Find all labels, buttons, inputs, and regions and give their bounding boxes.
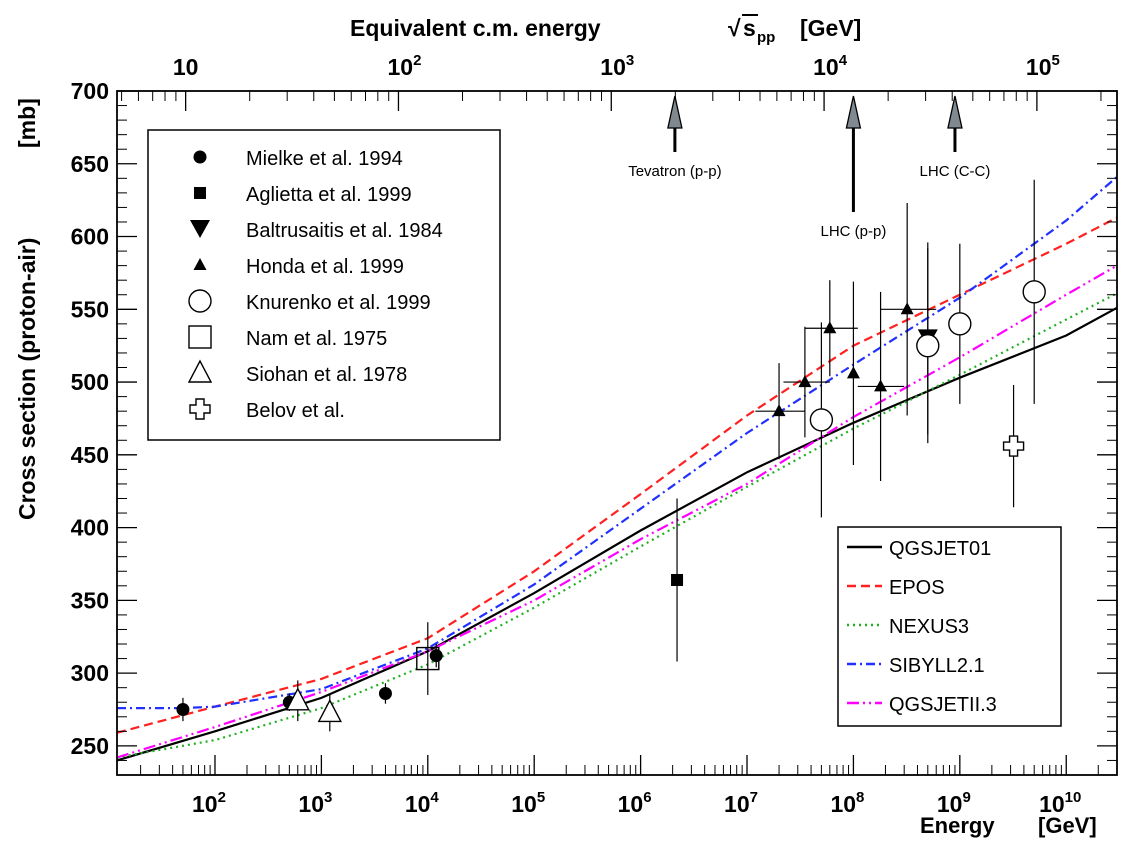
axes: 250 300 350 400 450 500 550 600 650 700 102 103 104 1… bbox=[71, 78, 1118, 817]
axis-titles: Cross section (proton-air) [mb] Energy [… bbox=[14, 14, 1097, 838]
x-tick-label: 109 bbox=[937, 789, 971, 817]
x-tick-label: 1010 bbox=[1039, 789, 1081, 817]
legend-label-aglietta-et-al-1999: Aglietta et al. 1999 bbox=[246, 184, 412, 206]
top-tick-label: 10 bbox=[173, 54, 199, 80]
top-axis-sqrt-var: s bbox=[743, 15, 756, 41]
legend-label-baltrusaitis-et-al-1984: Baltrusaitis et al. 1984 bbox=[246, 220, 443, 242]
legend-label-belov-et-al: Belov et al. bbox=[246, 400, 345, 422]
data-point-mielke-et-al-1994-2 bbox=[378, 687, 392, 701]
y-tick-label: 450 bbox=[71, 442, 109, 468]
data-points bbox=[176, 179, 1046, 732]
legend-label-knurenko-et-al-1999: Knurenko et al. 1999 bbox=[246, 292, 431, 314]
marker-label-lhc-p-p: LHC (p-p) bbox=[820, 223, 886, 240]
x-tick-label: 106 bbox=[618, 789, 652, 817]
y-tick-label: 550 bbox=[71, 296, 109, 322]
data-point-knurenko-et-al-1999-3 bbox=[1022, 280, 1046, 304]
legend-label-qgsjetii-3: QGSJETII.3 bbox=[889, 694, 997, 716]
model-curve-qgsjet01 bbox=[116, 306, 1118, 762]
data-point-siohan-et-al-1978-0 bbox=[285, 687, 310, 711]
legend-label-epos: EPOS bbox=[889, 577, 945, 599]
data-point-nam-et-al-1975-0 bbox=[416, 646, 440, 671]
marker-label-tevatron-p-p: Tevatron (p-p) bbox=[628, 163, 721, 180]
y-tick-label: 350 bbox=[71, 587, 109, 613]
data-point-honda-et-al-1999-5 bbox=[900, 302, 914, 315]
data-point-mielke-et-al-1994-0 bbox=[176, 703, 190, 717]
x-tick-label: 108 bbox=[830, 789, 864, 817]
data-point-honda-et-al-1999-3 bbox=[846, 366, 860, 379]
y-tick-label: 400 bbox=[71, 515, 109, 541]
data-point-belov-et-al-0 bbox=[1002, 435, 1025, 457]
legend-label-honda-et-al-1999: Honda et al. 1999 bbox=[246, 256, 404, 278]
x-axis-unit: [GeV] bbox=[1038, 813, 1097, 838]
energy-markers: Tevatron (p-p) LHC (p-p) LHC (C-C) bbox=[628, 95, 991, 240]
x-tick-label: 104 bbox=[405, 789, 440, 817]
legend-marker-baltrusaitis-et-al-1984 bbox=[190, 220, 210, 238]
legend-marker-knurenko-et-al-1999 bbox=[188, 289, 212, 313]
data-point-honda-et-al-1999-2 bbox=[823, 321, 837, 334]
y-tick-label: 500 bbox=[71, 369, 109, 395]
top-axis-unit: [GeV] bbox=[800, 15, 861, 41]
marker-arrow-head-tevatron-p-p bbox=[667, 95, 683, 129]
legend-label-nam-et-al-1975: Nam et al. 1975 bbox=[246, 328, 387, 350]
legend-marker-nam-et-al-1975 bbox=[188, 325, 212, 349]
top-axis: 10 102 103 104 105 bbox=[121, 52, 1102, 111]
data-point-aglietta-et-al-1999-0 bbox=[671, 573, 684, 586]
legend-marker-mielke-et-al-1994 bbox=[193, 150, 207, 164]
data-point-knurenko-et-al-1999-1 bbox=[916, 333, 940, 358]
legend-models-box bbox=[837, 526, 1062, 727]
legend-marker-belov-et-al bbox=[189, 398, 211, 420]
marker-arrow-head-lhc-p-p bbox=[845, 95, 862, 129]
legend-experiments-box bbox=[147, 129, 501, 441]
data-point-knurenko-et-al-1999-0 bbox=[809, 408, 834, 432]
y-axis-unit: [mb] bbox=[14, 98, 40, 148]
legend-label-nexus3: NEXUS3 bbox=[889, 616, 969, 638]
x-tick-label: 105 bbox=[511, 789, 545, 817]
legend-label-sibyll2-1: SIBYLL2.1 bbox=[889, 655, 985, 677]
y-tick-label: 300 bbox=[71, 660, 109, 686]
top-axis-sqrt-sign: √ bbox=[728, 15, 741, 41]
y-axis-title: Cross section (proton-air) bbox=[14, 238, 40, 520]
x-tick-label: 107 bbox=[724, 789, 758, 817]
y-tick-label: 700 bbox=[71, 78, 109, 104]
data-point-mielke-et-al-1994-3 bbox=[429, 649, 443, 663]
legend-experiments: Mielke et al. 1994 Aglietta et al. 1999 Ba… bbox=[147, 129, 501, 441]
top-axis-subscript: pp bbox=[757, 29, 775, 46]
x-tick-label: 102 bbox=[192, 789, 226, 817]
data-point-honda-et-al-1999-0 bbox=[772, 404, 786, 417]
top-tick-label: 105 bbox=[1026, 52, 1060, 80]
y-tick-label: 650 bbox=[71, 151, 109, 177]
legend-label-qgsjet01: QGSJET01 bbox=[889, 538, 991, 560]
data-point-knurenko-et-al-1999-2 bbox=[948, 312, 972, 336]
legend-marker-aglietta-et-al-1999 bbox=[194, 187, 206, 199]
top-tick-label: 102 bbox=[387, 52, 421, 80]
legend-models: QGSJET01 EPOS NEXUS3 SIBYLL2.1 QGSJETII.3 bbox=[837, 526, 1062, 727]
y-tick-label: 600 bbox=[71, 224, 109, 250]
legend-label-mielke-et-al-1994: Mielke et al. 1994 bbox=[246, 148, 403, 170]
data-point-honda-et-al-1999-1 bbox=[798, 375, 812, 388]
legend-marker-honda-et-al-1999 bbox=[193, 258, 207, 270]
legend-marker-siohan-et-al-1978 bbox=[187, 359, 213, 383]
top-axis-title: Equivalent c.m. energy bbox=[350, 15, 601, 41]
data-point-siohan-et-al-1978-1 bbox=[317, 698, 342, 723]
model-curve-epos bbox=[116, 216, 1118, 734]
data-point-honda-et-al-1999-4 bbox=[874, 379, 888, 392]
y-tick-label: 250 bbox=[71, 733, 109, 759]
top-tick-label: 103 bbox=[600, 52, 634, 80]
x-tick-label: 103 bbox=[298, 789, 332, 817]
x-axis-title: Energy bbox=[920, 813, 995, 838]
legend-label-siohan-et-al-1978: Siohan et al. 1978 bbox=[246, 364, 407, 386]
marker-arrow-head-lhc-c-c bbox=[947, 95, 963, 129]
marker-label-lhc-c-c: LHC (C-C) bbox=[920, 163, 991, 180]
top-tick-label: 104 bbox=[813, 52, 848, 80]
